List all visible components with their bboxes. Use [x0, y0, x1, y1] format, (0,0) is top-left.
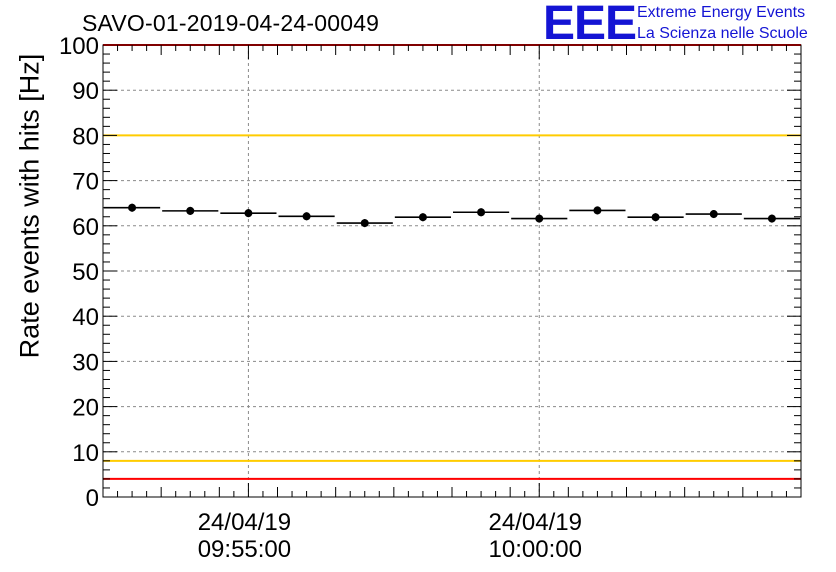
x-tick-label-time: 09:55:00 — [198, 536, 291, 563]
x-tick-label-date: 24/04/19 — [489, 509, 582, 536]
x-tick-label-time: 10:00:00 — [489, 536, 582, 563]
y-tick-label: 40 — [72, 304, 99, 331]
x-tick-label-date: 24/04/19 — [198, 509, 291, 536]
grid — [103, 45, 801, 497]
y-tick-labels: 0 10 20 30 40 50 60 70 80 90 100 — [59, 33, 99, 512]
chart-title: SAVO-01-2019-04-24-00049 — [82, 10, 380, 36]
y-tick-label: 30 — [72, 349, 99, 376]
y-tick-label: 90 — [72, 78, 99, 105]
eee-logo: EEE — [543, 0, 637, 50]
data-point — [651, 213, 660, 222]
data-point — [360, 219, 369, 228]
axis-ticks — [103, 44, 801, 498]
y-tick-label: 80 — [72, 123, 99, 150]
y-tick-label: 70 — [72, 169, 99, 196]
y-tick-label: 100 — [59, 33, 99, 60]
y-tick-label: 60 — [72, 214, 99, 241]
data-point — [418, 213, 427, 222]
logo-line-2: La Scienza nelle Scuole — [637, 25, 808, 42]
data-point — [128, 203, 137, 212]
logo-line-1: Extreme Energy Events — [637, 4, 806, 21]
y-tick-label: 20 — [72, 395, 99, 422]
data-point — [244, 209, 253, 218]
data-point — [767, 214, 776, 223]
y-tick-label: 0 — [86, 485, 99, 512]
data-point — [709, 210, 718, 219]
data-point — [535, 214, 544, 223]
y-tick-label: 10 — [72, 440, 99, 467]
y-axis-label: Rate events with hits [Hz] — [14, 53, 45, 359]
data-point — [593, 206, 602, 215]
plot-frame — [102, 44, 802, 498]
data-point — [186, 206, 195, 215]
data-point — [477, 208, 486, 217]
reference-lines — [103, 44, 801, 480]
data-series — [104, 203, 800, 228]
data-point — [302, 212, 311, 221]
y-tick-label: 50 — [72, 259, 99, 286]
